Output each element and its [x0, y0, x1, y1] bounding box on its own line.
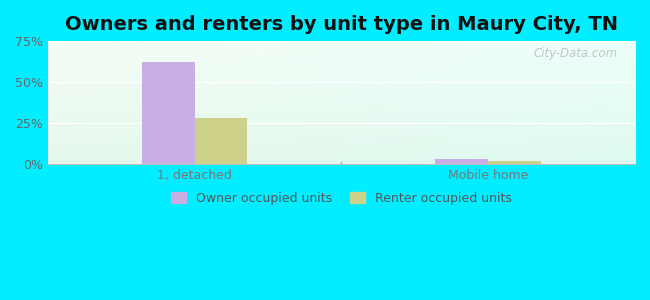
- Bar: [142, 62, 194, 164]
- Bar: [488, 161, 541, 164]
- Bar: [194, 118, 248, 164]
- Bar: [436, 159, 488, 164]
- Legend: Owner occupied units, Renter occupied units: Owner occupied units, Renter occupied un…: [166, 187, 517, 210]
- Title: Owners and renters by unit type in Maury City, TN: Owners and renters by unit type in Maury…: [65, 15, 618, 34]
- Text: City-Data.com: City-Data.com: [533, 47, 618, 60]
